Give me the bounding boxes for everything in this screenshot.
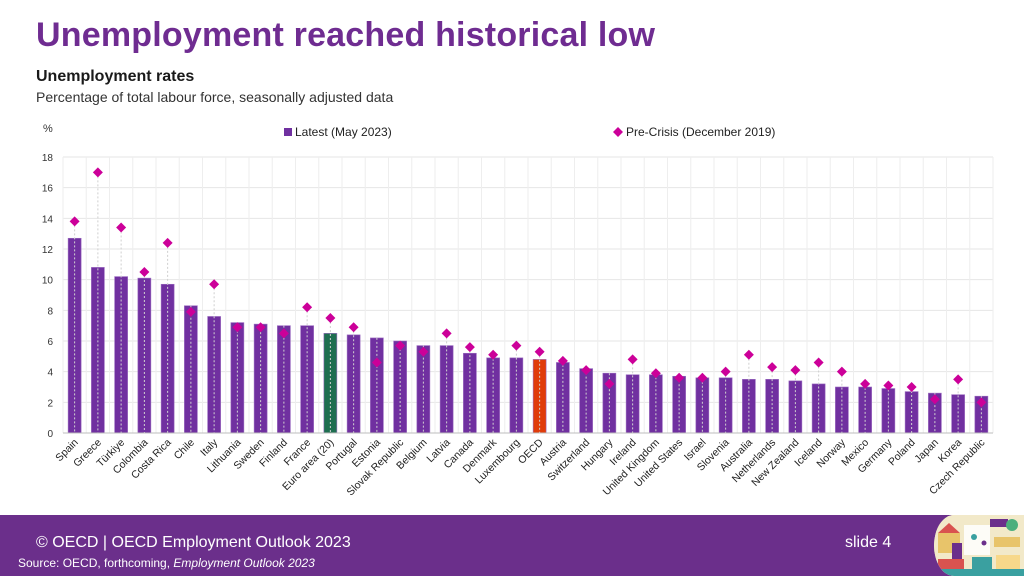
x-tick-label: Chile — [172, 437, 198, 463]
diamond-denmark — [488, 349, 499, 360]
footer-bar: © OECD | OECD Employment Outlook 2023 So… — [0, 515, 1024, 576]
diamonds-precrisis — [69, 167, 987, 408]
unemployment-chart: % Latest (May 2023) Pre-Crisis (December… — [42, 123, 994, 498]
x-tick-label: Japan — [912, 437, 941, 466]
diamond-japan — [929, 394, 940, 405]
diamond-iceland — [813, 357, 824, 368]
diamond-mexico — [860, 378, 871, 389]
diamond-norway — [836, 366, 847, 377]
diamond-austria — [557, 355, 568, 366]
diamond-slovak-republic — [395, 340, 406, 351]
y-tick-label: 0 — [47, 429, 53, 440]
diamond-colombia — [139, 267, 150, 277]
diamond-israel — [697, 372, 708, 383]
diamond-germany — [883, 380, 894, 391]
diamond-greece — [92, 167, 103, 178]
source-title: Employment Outlook 2023 — [173, 556, 315, 570]
bar-costa-rica — [160, 283, 175, 434]
y-axis-unit-label: % — [43, 123, 53, 135]
diamond-oecd — [534, 346, 545, 357]
y-tick-label: 4 — [47, 368, 53, 379]
diamond-belgium — [418, 346, 429, 357]
chart-subtitle: Percentage of total labour force, season… — [36, 89, 394, 105]
gridlines — [62, 156, 994, 433]
footer-copyright: © OECD | OECD Employment Outlook 2023 — [36, 534, 351, 551]
diamond-poland — [906, 382, 917, 392]
diamond-estonia — [371, 357, 382, 368]
diamond-czech-republic — [976, 397, 987, 408]
legend-label-precrisis: Pre-Crisis (December 2019) — [626, 125, 775, 139]
drop-lines — [74, 172, 982, 433]
legend: Latest (May 2023) Pre-Crisis (December 2… — [284, 125, 775, 139]
diamond-netherlands — [767, 362, 778, 373]
y-tick-label: 6 — [47, 337, 53, 348]
source-prefix: Source: OECD, forthcoming, — [18, 556, 174, 570]
chart-title: Unemployment rates — [36, 68, 195, 85]
diamond-korea — [953, 374, 964, 385]
bar-norway — [835, 386, 849, 434]
diamond-slovenia — [720, 366, 731, 377]
diamond-hungary — [604, 378, 615, 389]
diamond-spain — [69, 216, 80, 227]
diamond-new-zealand — [790, 365, 801, 376]
diamond-canada — [464, 342, 475, 353]
diamond-euro-area-20- — [325, 313, 336, 323]
slide-number: slide 4 — [845, 534, 892, 551]
legend-swatch-precrisis — [613, 127, 623, 137]
diamond-sweden — [255, 322, 266, 333]
diamond-costa-rica — [162, 237, 173, 248]
y-tick-label: 8 — [47, 306, 53, 317]
y-tick-label: 12 — [42, 245, 54, 256]
diamond-chile — [185, 306, 196, 317]
diamond-finland — [278, 328, 289, 339]
slide-title: Unemployment reached historical low — [36, 16, 656, 54]
x-tick-label: Poland — [886, 437, 918, 469]
footer-source: Source: OECD, forthcoming, Employment Ou… — [18, 556, 315, 570]
y-axis-ticks: 0 2 4 6 8 10 12 14 16 18 — [42, 153, 54, 440]
legend-swatch-latest — [284, 128, 292, 136]
diamond-france — [302, 302, 313, 313]
diamond-united-states — [674, 372, 685, 383]
diamond-portugal — [348, 322, 359, 333]
diamond-luxembourg — [511, 340, 522, 351]
y-tick-label: 2 — [47, 398, 53, 409]
cover-illustration-icon — [934, 515, 1024, 576]
diamond-united-kingdom — [650, 368, 661, 379]
diamond-switzerland — [581, 365, 592, 376]
diamond-lithuania — [232, 322, 243, 333]
diamond-ireland — [627, 354, 638, 365]
y-tick-label: 14 — [42, 214, 54, 225]
diamond-latvia — [441, 328, 452, 339]
y-tick-label: 10 — [42, 276, 54, 287]
y-tick-label: 18 — [42, 153, 54, 164]
diamond-t-rkiye — [116, 222, 127, 233]
diamond-australia — [743, 349, 754, 360]
y-tick-label: 16 — [42, 184, 54, 195]
legend-label-latest: Latest (May 2023) — [295, 125, 392, 139]
diamond-italy — [209, 279, 220, 290]
bar-united-kingdom — [649, 374, 663, 434]
bar-spain — [67, 237, 82, 434]
